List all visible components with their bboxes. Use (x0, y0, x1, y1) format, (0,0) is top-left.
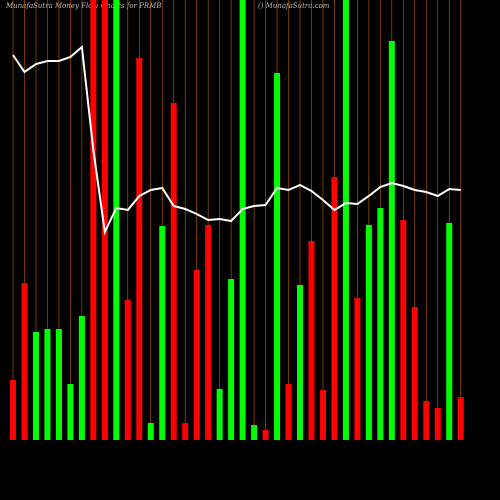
bar (434, 408, 441, 440)
bar (10, 380, 16, 440)
bar (239, 0, 246, 440)
bar (90, 0, 97, 440)
bar (124, 300, 131, 440)
bar (55, 329, 62, 440)
bar (388, 41, 395, 440)
bar (285, 384, 292, 440)
chart-subtitle: () MunafaSutra.com (258, 2, 330, 10)
bar (21, 283, 28, 440)
bar (411, 307, 418, 440)
bar (457, 397, 464, 440)
bar (44, 329, 51, 440)
bar (319, 390, 326, 440)
bar (216, 389, 223, 440)
bar (78, 316, 85, 440)
bar (354, 298, 361, 440)
bar (251, 425, 258, 440)
bar (147, 423, 154, 440)
bar (423, 401, 430, 440)
bar (136, 58, 143, 440)
bar (274, 73, 281, 440)
bar (342, 0, 349, 440)
bar (228, 279, 235, 440)
bar (377, 208, 384, 440)
bar (101, 0, 108, 440)
bar (308, 241, 315, 440)
bar (182, 423, 189, 440)
bar (205, 225, 212, 440)
bar (159, 226, 166, 440)
bar (170, 103, 177, 440)
bar (400, 220, 407, 440)
money-flow-line (12, 44, 461, 236)
bar (297, 285, 303, 440)
bar (32, 332, 39, 440)
bar (365, 225, 372, 440)
bar (331, 177, 338, 440)
bar (193, 270, 200, 440)
bar (67, 384, 74, 440)
bar (446, 223, 453, 440)
chart-title: MunafaSutra Money Flow Charts for PRMB (5, 2, 161, 10)
bar (113, 0, 120, 440)
bar (262, 430, 269, 440)
